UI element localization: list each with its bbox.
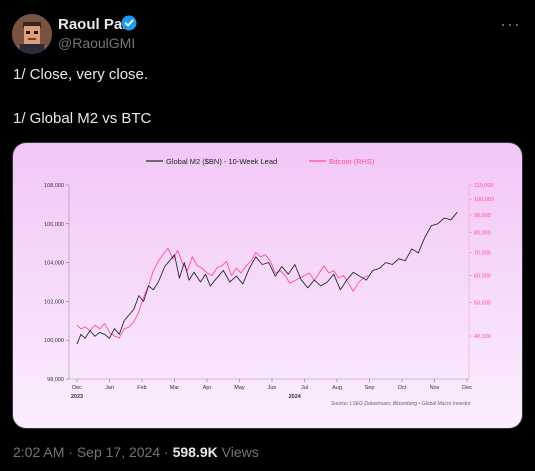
- views-label: Views: [221, 444, 259, 460]
- x-tick-label: Jan: [105, 385, 114, 391]
- series-line-bitcoin: [76, 247, 369, 339]
- legend: Global M2 ($BN) - 10-Week Lead Bitcoin (…: [146, 157, 375, 166]
- x-axis-ticks: Dec Jan Feb Mar Apr May Jun Jul Aug Sep Oct Nov Dec 2…: [71, 379, 472, 400]
- post-date[interactable]: Sep 17, 2024: [76, 444, 161, 460]
- legend-m2-label: Global M2 ($BN) - 10-Week Lead: [166, 157, 277, 166]
- right-axis-ticks: 40,000 50,000 60,000 70,000 80,000 90,000 100,…: [469, 183, 494, 340]
- x-tick-label: Mar: [170, 385, 180, 391]
- x-tick-label: Sep: [365, 385, 375, 391]
- post-meta: 2:02 AM · Sep 17, 2024 · 598.9K Views: [13, 444, 259, 460]
- left-tick-label: 104,000: [44, 261, 64, 267]
- chart-background: [13, 143, 522, 428]
- left-axis-ticks: 98,000 100,000 102,000 104,000 106,000 108,00…: [44, 183, 69, 383]
- right-tick-label: 90,000: [474, 213, 491, 219]
- right-tick-label: 50,000: [474, 301, 491, 307]
- right-tick-label: 80,000: [474, 231, 491, 237]
- author-handle[interactable]: @RaoulGMI: [58, 35, 136, 51]
- more-options-icon[interactable]: ···: [500, 14, 521, 34]
- series-line-global-m2: [76, 211, 458, 345]
- right-tick-label: 70,000: [474, 250, 491, 256]
- right-tick-label: 100,000: [474, 197, 494, 203]
- x-tick-label: May: [234, 385, 245, 391]
- x-tick-label: Dec: [462, 385, 472, 391]
- grid: [68, 185, 470, 380]
- legend-btc-label: Bitcoin (RHS): [329, 157, 375, 166]
- author-name[interactable]: Raoul Pal: [58, 16, 127, 33]
- x-tick-label: Aug: [332, 385, 342, 391]
- left-tick-label: 102,000: [44, 299, 64, 305]
- x-year-label: 2023: [71, 394, 83, 400]
- chart-image[interactable]: Global M2 ($BN) - 10-Week Lead Bitcoin (…: [12, 142, 523, 429]
- x-tick-label: Jun: [268, 385, 277, 391]
- chart-source: Source: LSEG Datastream, Bloomberg • Glo…: [331, 401, 471, 407]
- chart: Global M2 ($BN) - 10-Week Lead Bitcoin (…: [13, 143, 522, 428]
- verified-badge-icon: [121, 15, 137, 31]
- post-time[interactable]: 2:02 AM: [13, 444, 65, 460]
- right-tick-label: 60,000: [474, 274, 491, 280]
- series: [76, 211, 458, 345]
- left-tick-label: 98,000: [47, 377, 64, 383]
- x-year-label: 2024: [289, 394, 302, 400]
- x-tick-label: Jul: [301, 385, 308, 391]
- x-tick-label: Apr: [203, 385, 212, 391]
- post-text-line-1: 1/ Close, very close.: [13, 66, 149, 83]
- x-tick-label: Feb: [137, 385, 146, 391]
- avatar[interactable]: [12, 14, 52, 54]
- view-count: 598.9K: [172, 444, 218, 460]
- right-tick-label: 40,000: [474, 334, 491, 340]
- x-tick-label: Dec: [72, 385, 82, 391]
- separator-dot: ·: [164, 444, 169, 460]
- right-tick-label: 110,000: [474, 183, 493, 189]
- separator-dot: ·: [68, 444, 73, 460]
- post-text-line-2: 1/ Global M2 vs BTC: [13, 110, 152, 127]
- x-tick-label: Oct: [398, 385, 407, 391]
- left-tick-label: 106,000: [44, 222, 64, 228]
- left-tick-label: 100,000: [44, 338, 64, 344]
- x-tick-label: Nov: [430, 385, 440, 391]
- left-tick-label: 108,000: [44, 183, 64, 189]
